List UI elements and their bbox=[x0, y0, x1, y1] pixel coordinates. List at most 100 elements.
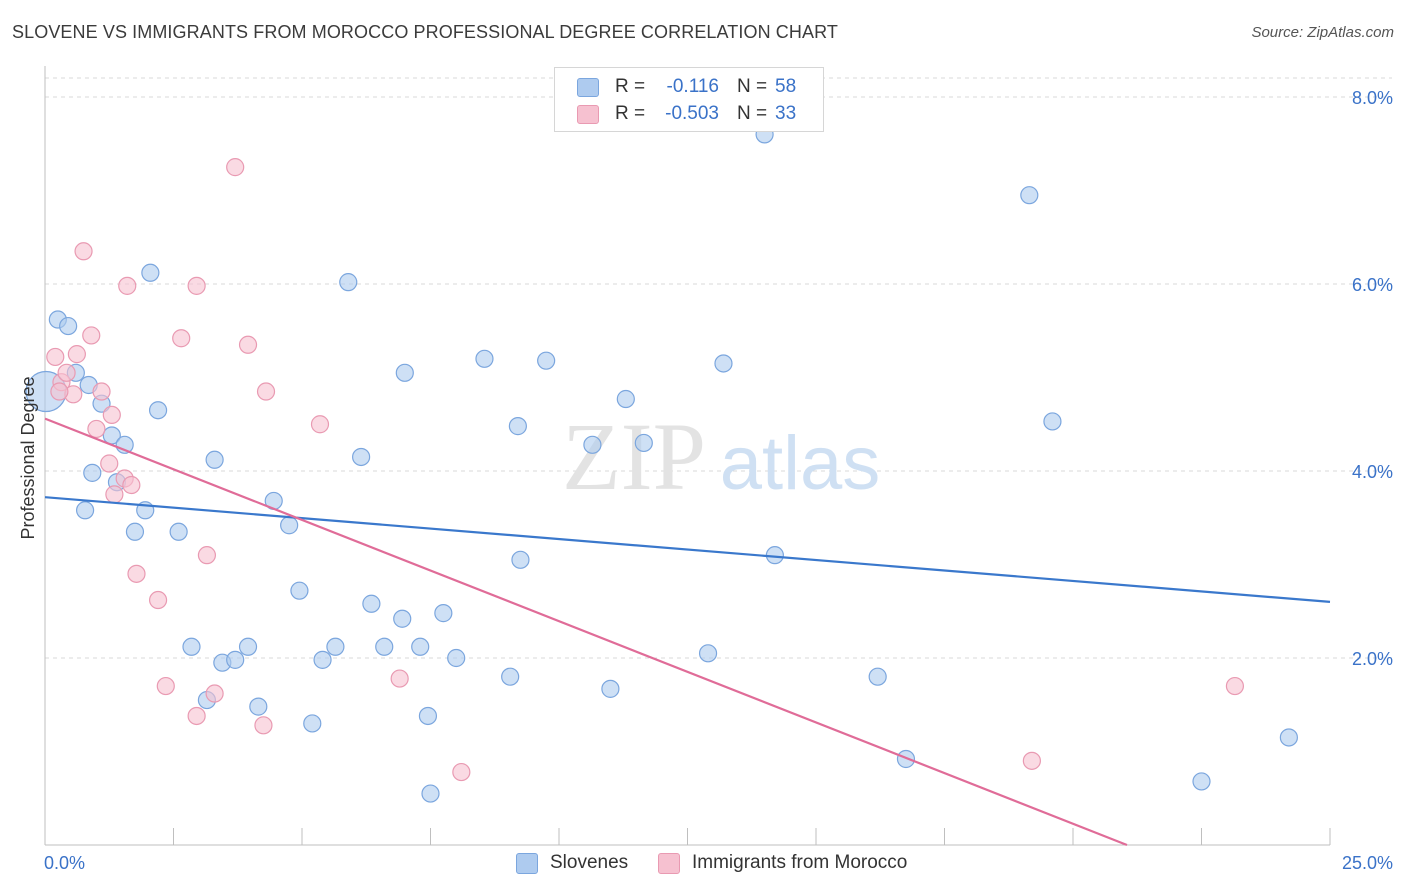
point-morocco bbox=[1022, 751, 1041, 770]
point-morocco bbox=[102, 405, 121, 424]
morocco-legend-swatch bbox=[658, 852, 680, 874]
point-morocco bbox=[46, 347, 65, 367]
point-slovenes bbox=[205, 450, 224, 469]
point-slovenes bbox=[1192, 772, 1211, 791]
point-slovenes bbox=[395, 363, 414, 382]
point-slovenes bbox=[418, 706, 438, 726]
point-morocco bbox=[50, 382, 69, 401]
point-slovenes bbox=[508, 417, 527, 436]
tick-labels: 2.0% 4.0% 6.0% 8.0% 0.0% 25.0% bbox=[44, 88, 1393, 873]
point-slovenes bbox=[698, 644, 718, 663]
point-slovenes bbox=[434, 604, 453, 623]
point-slovenes bbox=[75, 501, 95, 520]
point-slovenes bbox=[616, 389, 635, 409]
watermark-zip: ZIP bbox=[562, 403, 706, 510]
point-morocco bbox=[156, 676, 175, 696]
legend-label-morocco: Immigrants from Morocco bbox=[692, 852, 908, 873]
r-label: R = bbox=[615, 103, 646, 124]
point-morocco bbox=[452, 762, 471, 782]
point-morocco bbox=[118, 276, 137, 295]
point-slovenes bbox=[249, 697, 268, 716]
point-morocco bbox=[254, 716, 273, 735]
point-slovenes bbox=[1043, 412, 1062, 431]
legend-item-slovenes[interactable]: Slovenes bbox=[516, 852, 628, 874]
point-slovenes bbox=[238, 637, 258, 656]
point-slovenes bbox=[169, 522, 188, 541]
point-morocco bbox=[87, 419, 106, 439]
point-slovenes bbox=[634, 433, 653, 453]
point-morocco bbox=[226, 158, 245, 177]
r-label: R = bbox=[615, 76, 646, 97]
point-slovenes bbox=[148, 401, 168, 420]
point-morocco bbox=[390, 669, 409, 688]
point-slovenes bbox=[326, 637, 345, 656]
stats-legend-row-slovenes: R = -0.116 N = 58 bbox=[577, 75, 796, 99]
source-label: Source: ZipAtlas.com bbox=[1251, 24, 1394, 41]
watermark: ZIP atlas bbox=[562, 403, 880, 510]
x-tick-label-min: 0.0% bbox=[44, 853, 85, 873]
point-slovenes bbox=[141, 263, 160, 282]
point-morocco bbox=[1225, 676, 1245, 696]
point-slovenes bbox=[421, 784, 440, 803]
point-morocco bbox=[187, 276, 206, 295]
y-tick-label: 6.0% bbox=[1352, 275, 1393, 295]
slovenes-legend-swatch bbox=[516, 852, 538, 874]
trend-line-morocco bbox=[44, 417, 1128, 847]
r-value: -0.116 bbox=[666, 76, 719, 97]
y-tick-label: 2.0% bbox=[1352, 649, 1393, 669]
point-slovenes bbox=[501, 667, 520, 686]
point-slovenes bbox=[352, 447, 371, 467]
point-morocco bbox=[57, 363, 76, 382]
slovenes-swatch bbox=[577, 77, 599, 97]
point-morocco bbox=[256, 382, 276, 401]
point-morocco bbox=[105, 485, 124, 504]
point-slovenes bbox=[313, 650, 332, 669]
legend-item-morocco[interactable]: Immigrants from Morocco bbox=[658, 852, 907, 874]
stats-legend: R = -0.116 N = 58 R = -0.503 N = 33 bbox=[554, 67, 824, 132]
point-slovenes bbox=[59, 316, 78, 336]
point-morocco bbox=[74, 242, 93, 261]
point-slovenes bbox=[339, 273, 358, 292]
point-slovenes bbox=[125, 522, 145, 541]
chart-title: SLOVENE VS IMMIGRANTS FROM MOROCCO PROFE… bbox=[12, 22, 838, 42]
point-slovenes bbox=[475, 349, 494, 368]
point-slovenes bbox=[1020, 186, 1039, 205]
series-legend: Slovenes Immigrants from Morocco bbox=[0, 852, 1406, 878]
point-morocco bbox=[127, 564, 146, 583]
point-slovenes bbox=[447, 648, 466, 668]
stats-legend-row-morocco: R = -0.503 N = 33 bbox=[577, 102, 796, 126]
point-slovenes bbox=[182, 637, 201, 656]
trend-line-slovenes bbox=[44, 496, 1331, 603]
point-slovenes bbox=[280, 516, 299, 535]
point-slovenes bbox=[601, 679, 620, 698]
n-value: 33 bbox=[775, 103, 797, 124]
r-value: -0.503 bbox=[665, 103, 719, 124]
point-morocco bbox=[172, 329, 191, 348]
n-label: N = bbox=[737, 103, 768, 124]
trend-lines bbox=[44, 417, 1331, 847]
point-morocco bbox=[82, 326, 101, 345]
point-slovenes bbox=[393, 609, 412, 628]
point-slovenes bbox=[83, 463, 102, 482]
point-slovenes bbox=[511, 550, 530, 569]
point-morocco bbox=[205, 684, 224, 703]
point-slovenes bbox=[411, 637, 430, 656]
y-tick-label: 4.0% bbox=[1352, 462, 1393, 482]
point-morocco bbox=[100, 454, 119, 473]
point-slovenes bbox=[375, 637, 394, 656]
point-morocco bbox=[92, 382, 111, 401]
point-slovenes bbox=[226, 650, 245, 669]
point-slovenes bbox=[290, 581, 309, 600]
y-axis-label: Professional Degree bbox=[18, 376, 38, 539]
point-slovenes bbox=[1279, 728, 1298, 747]
axes bbox=[44, 66, 1331, 846]
y-tick-label: 8.0% bbox=[1352, 88, 1393, 108]
morocco-swatch bbox=[577, 104, 599, 124]
point-morocco bbox=[310, 415, 330, 434]
point-morocco bbox=[67, 345, 86, 364]
point-slovenes bbox=[303, 714, 322, 733]
point-morocco bbox=[197, 546, 217, 565]
x-tick-label-max: 25.0% bbox=[1342, 853, 1393, 873]
point-slovenes bbox=[583, 435, 602, 454]
